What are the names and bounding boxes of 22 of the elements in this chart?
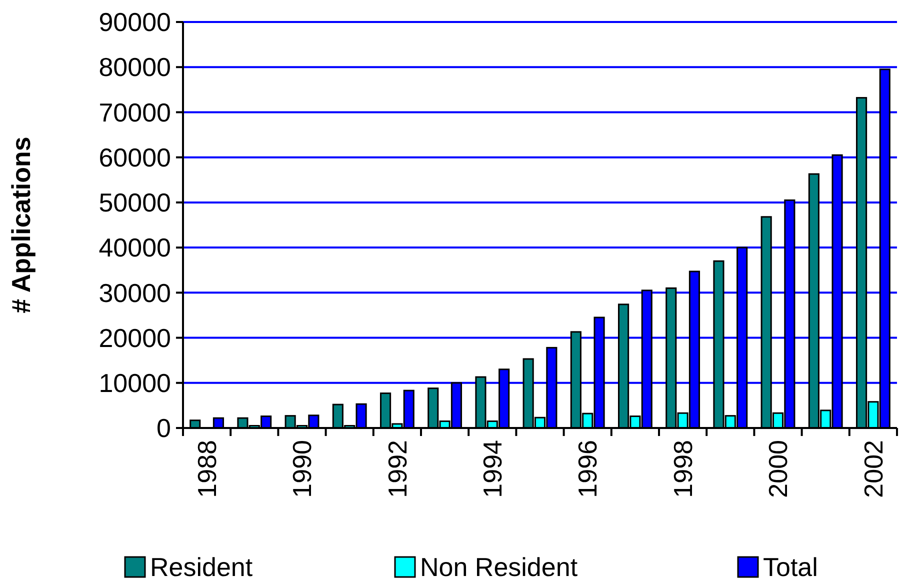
y-tick-label: 20000 xyxy=(98,322,171,353)
x-tick-label: 1998 xyxy=(668,440,698,498)
y-tick-label: 40000 xyxy=(98,232,171,263)
legend-label: Non Resident xyxy=(420,552,578,582)
y-tick-label: 10000 xyxy=(98,368,171,398)
legend-label: Total xyxy=(763,552,818,582)
x-tick-label: 1996 xyxy=(572,440,603,498)
y-axis-title: # Applications xyxy=(6,136,36,314)
x-tick-label: 1988 xyxy=(192,440,222,498)
x-tick-label: 2000 xyxy=(763,440,794,498)
y-tick-label: 70000 xyxy=(98,97,171,128)
x-tick-label: 1994 xyxy=(478,440,508,498)
y-tick-label: 30000 xyxy=(98,278,171,308)
y-tick-label: 50000 xyxy=(98,188,171,218)
y-tick-label: 80000 xyxy=(98,52,171,82)
x-tick-label: 2002 xyxy=(858,440,888,498)
y-tick-label: 90000 xyxy=(98,7,171,38)
y-tick-label: 0 xyxy=(156,413,171,444)
y-tick-label: 60000 xyxy=(98,142,171,172)
x-tick-label: 1992 xyxy=(382,440,412,498)
x-tick-label: 1990 xyxy=(287,440,318,498)
legend-label: Resident xyxy=(150,552,254,582)
